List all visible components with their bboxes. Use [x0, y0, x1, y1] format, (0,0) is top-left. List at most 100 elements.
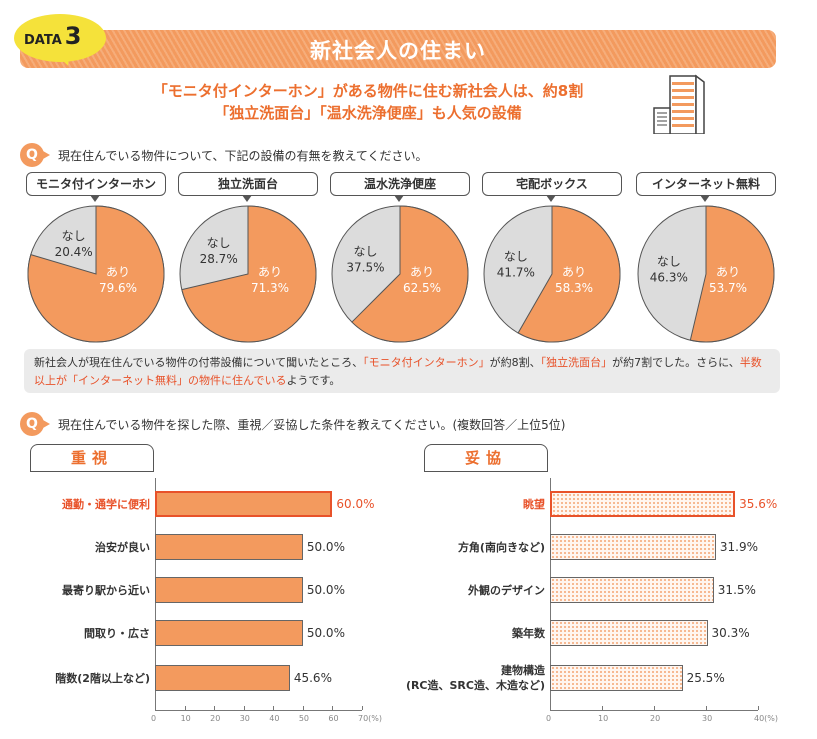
pie-label-yes: あり [716, 265, 740, 279]
title-banner: 新社会人の住まい [20, 30, 776, 68]
bar [550, 534, 716, 560]
pie-value-yes: 62.5% [403, 281, 441, 295]
pie-title: 宅配ボックス [482, 172, 622, 202]
x-tick-mark [362, 706, 363, 710]
pie-label-no: なし [504, 249, 528, 263]
x-tick-label: 30 [702, 714, 713, 723]
pie-label-yes: あり [106, 265, 130, 279]
bar-category-line: 階数(2階以上など) [55, 672, 150, 685]
pie-label-no: なし [353, 245, 377, 259]
pie-label-yes: あり [410, 265, 434, 279]
pie-value-no: 41.7% [497, 265, 535, 279]
note-text: 新社会人が現在住んでいる物件の付帯設備について聞いたところ、 [34, 356, 364, 369]
x-tick-mark [602, 706, 603, 710]
pie-slice-yes [181, 205, 317, 343]
x-tick-label: 0 [151, 714, 157, 723]
bar-value-label: 60.0% [336, 497, 375, 511]
data-badge [14, 14, 106, 62]
x-tick-mark [273, 706, 275, 710]
pie-label-no: なし [657, 255, 681, 269]
x-tick-mark [302, 706, 304, 710]
note-highlight: 「モニタ付インターホン」 [363, 356, 490, 369]
pie-label-no: なし [62, 229, 86, 243]
bar-category-label: 築年数 [512, 626, 545, 641]
data-badge-number: 3 [64, 22, 82, 50]
bar-category-label: 間取り・広さ [84, 626, 150, 641]
pie-title: インターネット無料 [636, 172, 776, 202]
bar [155, 491, 333, 517]
x-tick-mark [214, 706, 216, 710]
x-axis-line [550, 710, 758, 711]
question-1: Q 現在住んでいる物件について、下記の設備の有無を教えてください。 [20, 143, 427, 167]
headline-line-2: 「独立洗面台」「温水洗浄便座」も人気の設備 [214, 104, 522, 122]
summary-note: 新社会人が現在住んでいる物件の付帯設備について聞いたところ、「モニタ付インターホ… [24, 349, 780, 393]
bar-category-line: 建物構造 [501, 664, 545, 677]
x-tick-label: 50 [298, 714, 310, 723]
pie-title: モニタ付インターホン [26, 172, 166, 202]
pie-title: 温水洗浄便座 [330, 172, 470, 202]
question-2-text: 現在住んでいる物件を探した際、重視／妥協した条件を教えてください。(複数回答／上… [58, 417, 566, 432]
bar-value-label: 31.9% [719, 540, 758, 554]
pie-svg: あり 71.3% なし 28.7% [179, 205, 317, 343]
bar [550, 577, 714, 603]
bar-value-label: 25.5% [686, 671, 725, 685]
bar-category-label: 治安が良い [95, 540, 150, 555]
note-text: が約8割、 [489, 356, 541, 369]
pie-slice-yes [517, 205, 621, 343]
pie-value-yes: 71.3% [251, 281, 289, 295]
x-axis-line [155, 710, 362, 711]
x-tick-mark [155, 706, 156, 710]
bar-category-label: 方角(南向きなど) [458, 540, 545, 555]
x-tick-label: 10 [180, 714, 191, 723]
question-badge: Q [20, 143, 50, 167]
pie-value-yes: 53.7% [709, 281, 747, 295]
question-1-text: 現在住んでいる物件について、下記の設備の有無を教えてください。 [58, 148, 428, 163]
note-text: ようです。 [286, 374, 341, 387]
pie-slice-yes [27, 205, 165, 343]
bar-value-label: 50.0% [306, 540, 345, 554]
data-badge-prefix: DATA [24, 33, 62, 48]
bar-category-label: 外観のデザイン [468, 583, 545, 598]
x-tick-mark [654, 706, 655, 710]
bar-category-label: 建物構造 (RC造、SRC造、木造など) [406, 663, 545, 693]
pie-value-yes: 79.6% [99, 281, 137, 295]
note-highlight: 「独立洗面台」 [540, 356, 613, 369]
x-tick-label: 70(%) [358, 714, 383, 723]
pie-slice-yes [689, 205, 775, 343]
bar [550, 665, 683, 691]
x-tick-mark [758, 706, 759, 710]
pie-value-no: 37.5% [346, 261, 384, 275]
bar-value-label: 30.3% [711, 626, 750, 640]
x-tick-label: 60 [328, 714, 339, 723]
x-tick-mark [184, 706, 186, 710]
x-tick-label: 40 [269, 714, 280, 723]
bar-category-line: 間取り・広さ [84, 627, 150, 640]
note-highlight: 半数以上が「インターネット無料」の物件に住んでいる [34, 356, 762, 387]
x-tick-label: 10 [598, 714, 609, 723]
bar-category-label: 眺望 [523, 497, 545, 512]
building-icon [653, 74, 705, 134]
x-tick-label: 20 [210, 714, 221, 723]
bar [550, 620, 708, 646]
bar [155, 577, 303, 603]
pie-svg: あり 53.7% なし 46.3% [637, 205, 775, 343]
bar [155, 534, 303, 560]
note-text: さらに、 [696, 356, 740, 369]
note-text: が約7割でした。 [612, 356, 697, 369]
bar [155, 665, 290, 691]
x-tick-label: 30 [239, 714, 250, 723]
x-tick-label: 40(%) [754, 714, 779, 723]
x-tick-label: 0 [546, 714, 552, 723]
bar-category-line: 方角(南向きなど) [457, 541, 545, 554]
x-tick-label: 20 [650, 714, 661, 723]
pie-svg: あり 58.3% なし 41.7% [483, 205, 621, 343]
pie-value-no: 20.4% [55, 245, 93, 259]
question-badge: Q [20, 412, 50, 436]
bar-value-label: 31.5% [717, 583, 756, 597]
data-badge-label: DATA 3 [24, 22, 81, 50]
bar [155, 620, 303, 646]
bar-category-line: (RC造、SRC造、木造など) [405, 679, 545, 692]
pie-label-yes: あり [562, 265, 586, 279]
bar-value-label: 50.0% [306, 626, 345, 640]
pie-label-no: なし [207, 236, 231, 250]
